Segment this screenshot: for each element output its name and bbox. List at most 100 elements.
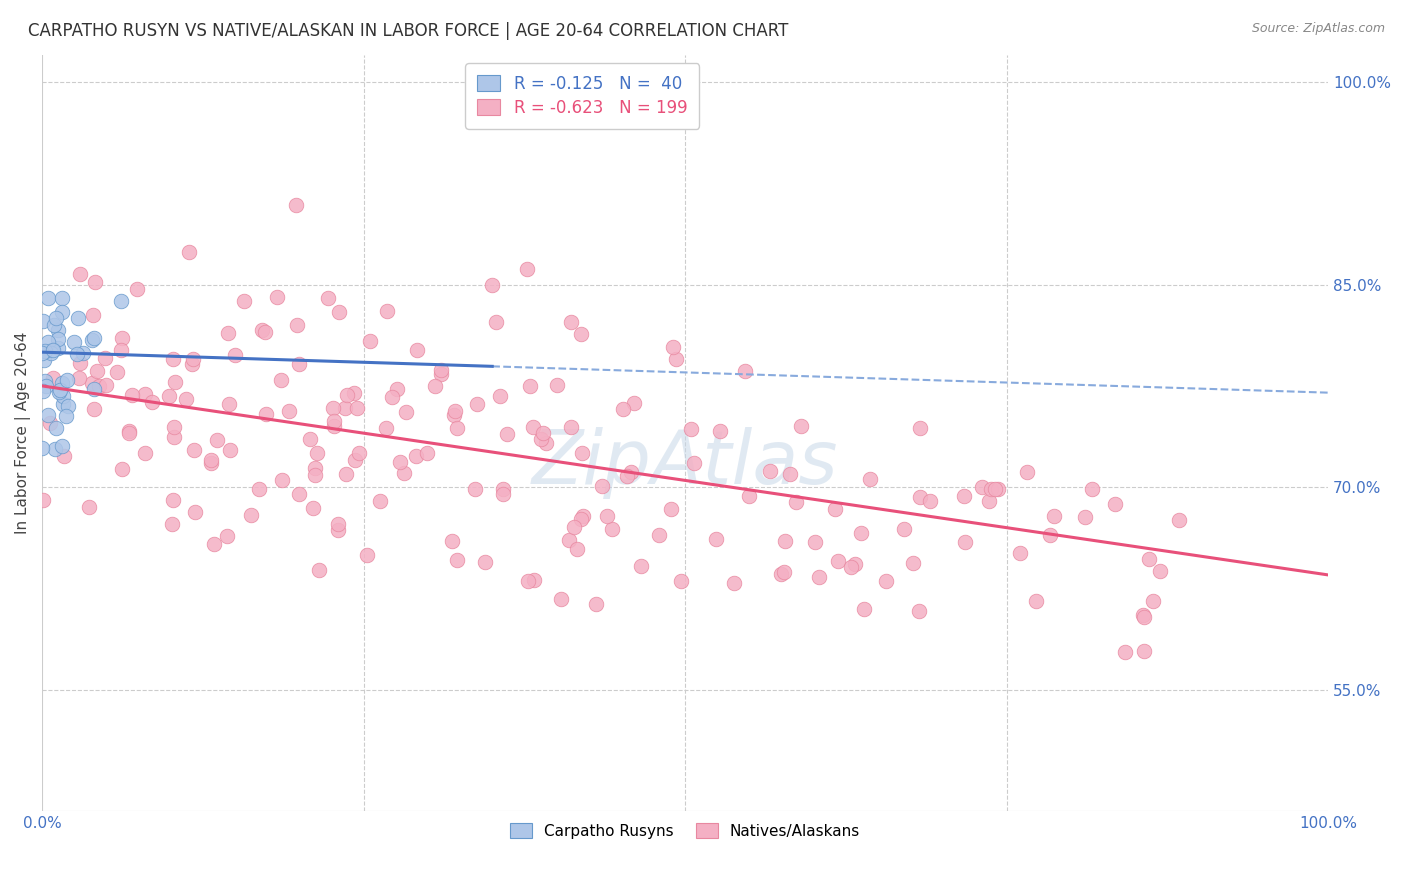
Point — [681, 422, 703, 436]
Point — [387, 382, 409, 396]
Point — [519, 379, 541, 393]
Point — [346, 401, 368, 416]
Point — [1025, 594, 1047, 608]
Point — [200, 452, 222, 467]
Point — [682, 456, 704, 470]
Point — [322, 401, 344, 415]
Point — [953, 535, 976, 549]
Point — [37, 408, 59, 422]
Point — [55, 409, 77, 423]
Point — [322, 414, 344, 428]
Point — [569, 327, 592, 342]
Point — [349, 446, 371, 460]
Point — [738, 489, 761, 503]
Point — [39, 416, 62, 430]
Point — [176, 392, 198, 406]
Point — [972, 480, 994, 494]
Point — [42, 371, 65, 385]
Point — [416, 446, 439, 460]
Point — [495, 427, 517, 442]
Point — [285, 318, 308, 332]
Point — [839, 559, 862, 574]
Point — [785, 495, 807, 509]
Point — [163, 430, 186, 444]
Point — [184, 505, 207, 519]
Text: ZipAtlas: ZipAtlas — [531, 427, 838, 500]
Point — [53, 449, 76, 463]
Point — [48, 323, 70, 337]
Point — [620, 465, 643, 479]
Point — [218, 397, 240, 411]
Point — [270, 473, 292, 487]
Point — [51, 439, 73, 453]
Point — [163, 420, 186, 434]
Point — [571, 445, 593, 459]
Point — [94, 351, 117, 366]
Point — [533, 425, 555, 440]
Point — [41, 343, 63, 358]
Point — [381, 391, 404, 405]
Point — [157, 389, 180, 403]
Point — [69, 356, 91, 370]
Point — [326, 523, 349, 537]
Point — [630, 559, 652, 574]
Point — [66, 347, 89, 361]
Point — [326, 516, 349, 531]
Point — [34, 344, 56, 359]
Point — [984, 482, 1007, 496]
Point — [84, 275, 107, 289]
Point — [918, 493, 941, 508]
Point — [405, 450, 427, 464]
Point — [51, 291, 73, 305]
Point — [1142, 593, 1164, 607]
Point — [1168, 513, 1191, 527]
Point — [277, 404, 299, 418]
Point — [56, 373, 79, 387]
Point — [233, 293, 256, 308]
Point — [34, 379, 56, 393]
Point — [875, 574, 897, 588]
Point — [980, 483, 1002, 497]
Point — [83, 382, 105, 396]
Point — [1104, 497, 1126, 511]
Point — [773, 566, 796, 580]
Point — [121, 388, 143, 402]
Point — [1132, 607, 1154, 622]
Point — [953, 489, 976, 503]
Point — [162, 492, 184, 507]
Point — [207, 433, 229, 447]
Point — [336, 388, 359, 402]
Point — [671, 574, 693, 588]
Point — [270, 373, 292, 387]
Point — [790, 419, 813, 434]
Point — [111, 331, 134, 345]
Point — [423, 378, 446, 392]
Legend: Carpatho Rusyns, Natives/Alaskans: Carpatho Rusyns, Natives/Alaskans — [503, 817, 866, 845]
Point — [56, 399, 79, 413]
Point — [1073, 510, 1095, 524]
Point — [31, 314, 53, 328]
Point — [388, 455, 411, 469]
Point — [288, 357, 311, 371]
Point — [859, 472, 882, 486]
Point — [596, 509, 619, 524]
Point — [492, 487, 515, 501]
Point — [1043, 508, 1066, 523]
Point — [979, 493, 1001, 508]
Point — [481, 278, 503, 293]
Point — [844, 557, 866, 571]
Point — [31, 441, 53, 455]
Point — [773, 533, 796, 548]
Point — [1132, 643, 1154, 657]
Point — [464, 482, 486, 496]
Point — [316, 291, 339, 305]
Point — [1133, 609, 1156, 624]
Point — [287, 487, 309, 501]
Point — [134, 446, 156, 460]
Point — [600, 522, 623, 536]
Point — [37, 335, 59, 350]
Point — [824, 501, 846, 516]
Point — [1008, 546, 1031, 560]
Point — [217, 326, 239, 341]
Point — [134, 387, 156, 401]
